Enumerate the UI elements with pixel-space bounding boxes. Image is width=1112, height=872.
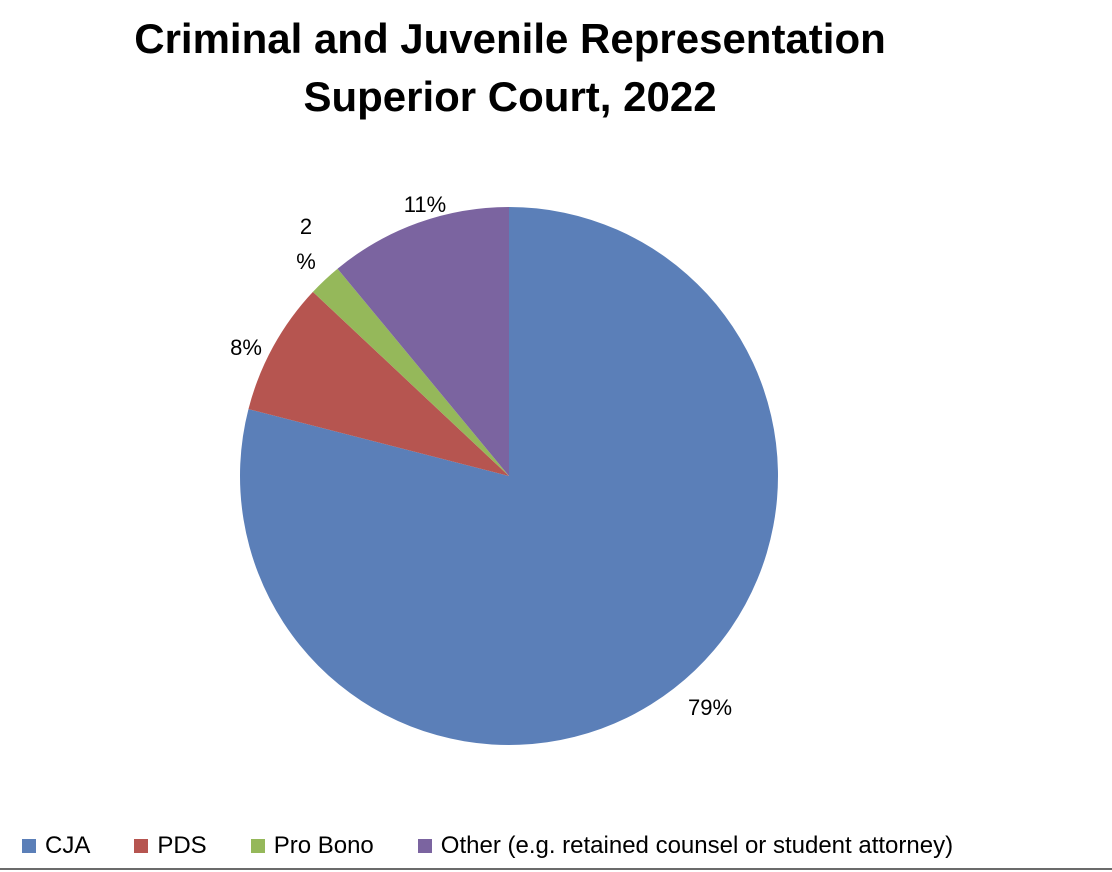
chart-title: Criminal and Juvenile Representation Sup…: [0, 10, 1020, 126]
bottom-divider: [0, 868, 1112, 870]
data-label-cja: 79%: [688, 695, 732, 720]
legend-label-cja: CJA: [45, 832, 91, 859]
legend-item-other: Other (e.g. retained counsel or student …: [417, 832, 954, 860]
pie-slice-other: [337, 207, 509, 476]
data-label-pds: 8%: [230, 335, 262, 360]
legend-label-pds: PDS: [157, 832, 207, 859]
pie-labels: 79% 8% 2 % 11%: [230, 192, 732, 720]
chart-title-line-2: Superior Court, 2022: [303, 73, 717, 120]
legend-swatch-other: [417, 839, 432, 853]
legend: CJA PDS Pro Bono Other (e.g. retained co…: [22, 828, 997, 864]
legend-swatch-pro-bono: [250, 839, 265, 853]
chart-title-line-1: Criminal and Juvenile Representation: [134, 15, 886, 62]
pie-slice-pro: [312, 268, 509, 476]
legend-item-cja: CJA: [22, 832, 90, 860]
data-label-other: 11%: [404, 192, 446, 217]
data-label-pro: 2%: [296, 214, 316, 274]
legend-label-other: Other (e.g. retained counsel or student …: [440, 832, 954, 859]
legend-swatch-pds: [134, 839, 149, 853]
pie-slices: [239, 207, 778, 745]
legend-label-pro-bono: Pro Bono: [273, 832, 374, 859]
legend-item-pds: PDS: [134, 832, 207, 860]
legend-item-pro-bono: Pro Bono: [250, 832, 374, 860]
legend-swatch-cja: [22, 839, 36, 853]
pie-slice-pds: [248, 291, 510, 476]
